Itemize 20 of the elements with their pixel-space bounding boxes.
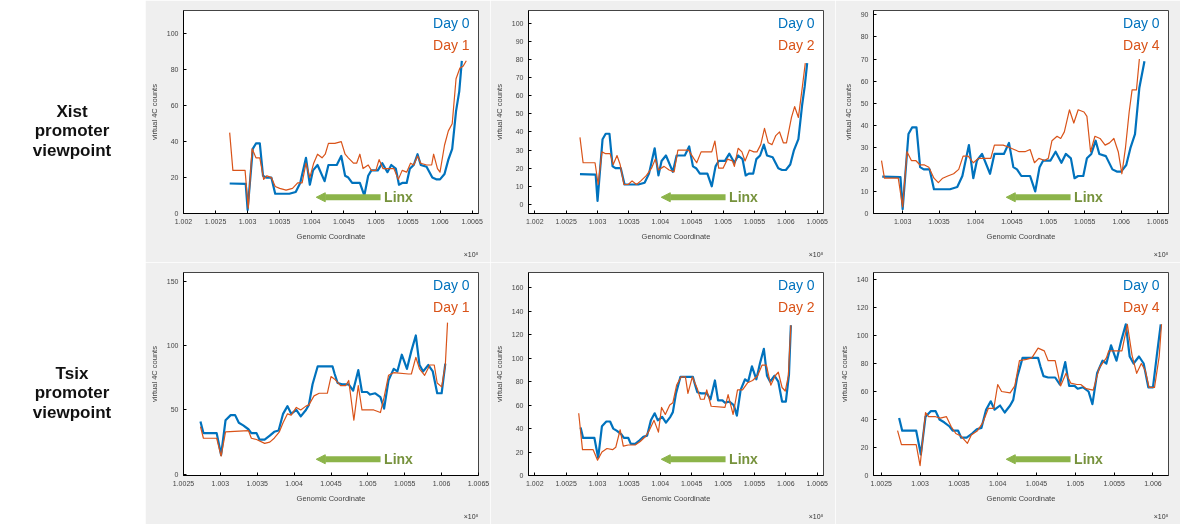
annotation: Linx (1074, 189, 1104, 206)
series-label: Day 1 (433, 36, 470, 53)
text: Xist promoter viewpoint (31, 101, 113, 161)
annotation: Linx (1074, 451, 1104, 468)
text: Day 0 (778, 14, 815, 31)
text: Day 0 (433, 14, 470, 31)
series-label: Day 2 (778, 298, 815, 315)
text: Tsix promoter viewpoint (31, 363, 113, 423)
series-label: Day 4 (1123, 36, 1160, 53)
text: Day 0 (433, 276, 470, 293)
series-label: Day 2 (778, 36, 815, 53)
series-label: Day 1 (433, 298, 470, 315)
annotation: Linx (384, 451, 414, 468)
annotation: Linx (384, 189, 414, 206)
annotation: Linx (729, 189, 759, 206)
text: Day 0 (1123, 276, 1160, 293)
series-label: Day 4 (1123, 298, 1160, 315)
annotation: Linx (729, 451, 759, 468)
text: Day 0 (778, 276, 815, 293)
text: Day 0 (1123, 14, 1160, 31)
